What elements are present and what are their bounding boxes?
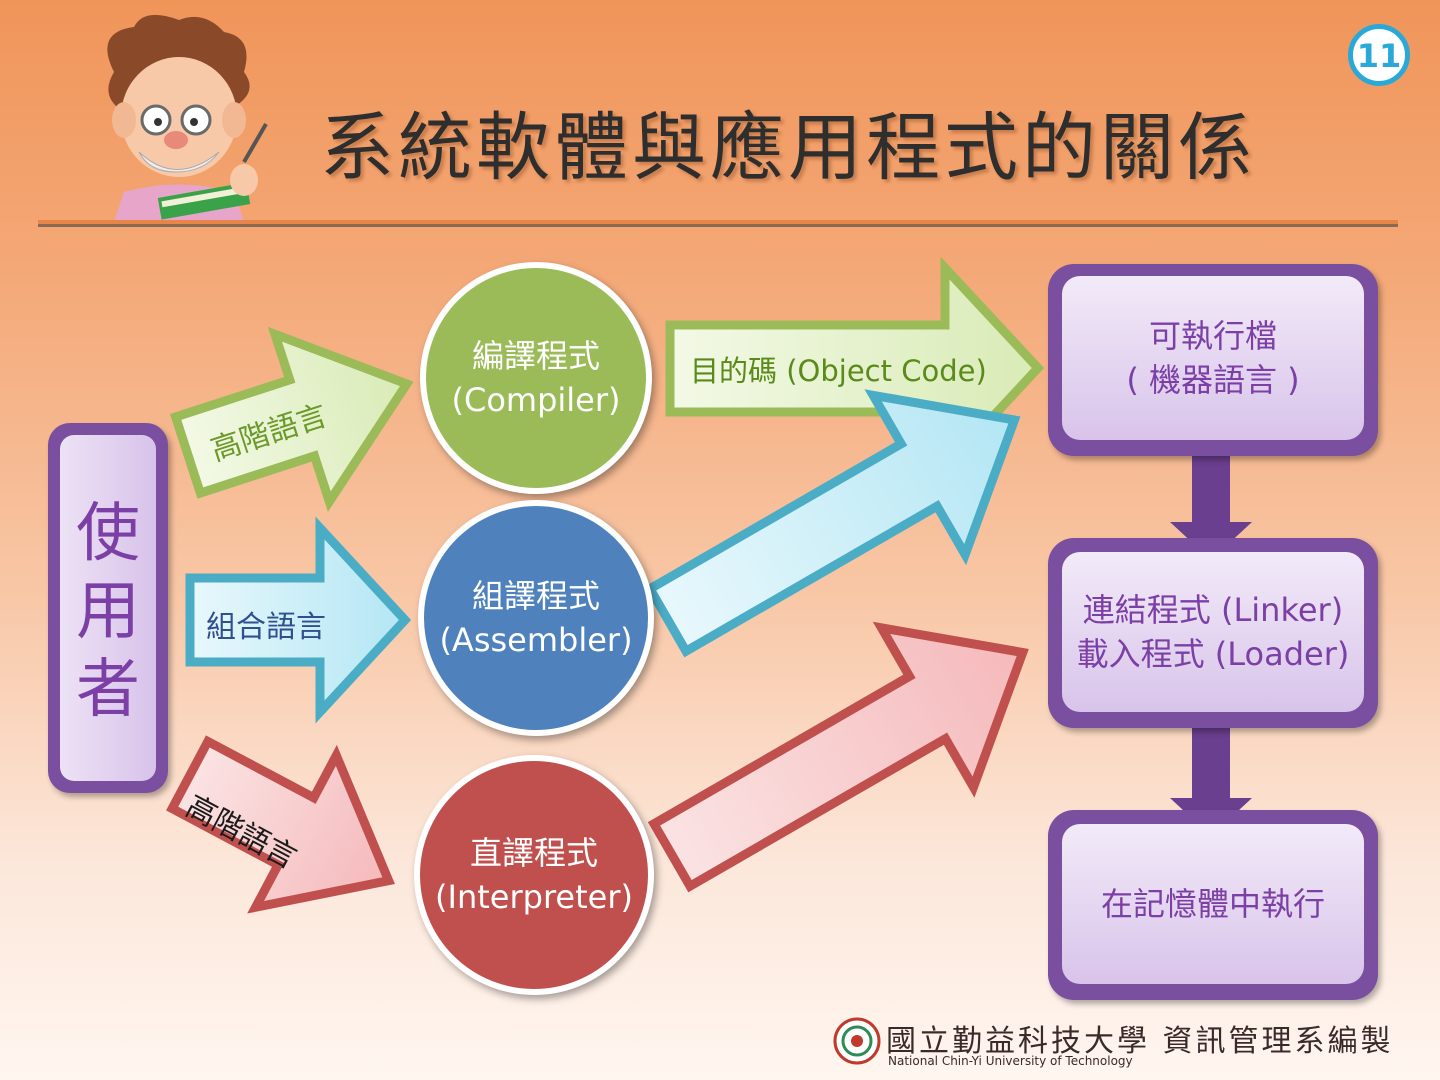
user-char-1: 使 bbox=[76, 497, 140, 571]
footer-university-name: 國立勤益科技大學 資訊管理系編製 bbox=[886, 1024, 1394, 1059]
user-label: 使 用 者 bbox=[60, 495, 156, 729]
university-emblem-icon bbox=[833, 1017, 881, 1065]
title-divider bbox=[38, 220, 1398, 227]
linker-label: 連結程式 (Linker) bbox=[1082, 591, 1344, 629]
arrow-assembly-to-assembler bbox=[185, 516, 412, 724]
compiler-label-en: (Compiler) bbox=[451, 381, 621, 419]
user-char-2: 用 bbox=[76, 575, 140, 649]
linker-loader-box-content: 連結程式 (Linker) 載入程式 (Loader) bbox=[1062, 552, 1364, 712]
assembler-label-en: (Assembler) bbox=[439, 621, 633, 659]
arrow-executable-to-linker bbox=[1170, 420, 1252, 560]
arrow-high-level-to-compiler bbox=[169, 326, 414, 512]
assembler-label-zh: 組譯程式 bbox=[471, 577, 600, 615]
interpreter-label-zh: 直譯程式 bbox=[469, 834, 598, 872]
machine-language-label: ( 機器語言 ) bbox=[1126, 361, 1300, 399]
run-in-memory-box-content: 在記憶體中執行 bbox=[1062, 824, 1364, 984]
executable-label: 可執行檔 bbox=[1148, 317, 1277, 355]
arrow-linker-to-run bbox=[1170, 698, 1252, 836]
object-code-label: 目的碼 (Object Code) bbox=[690, 354, 987, 388]
footer-university-english: National Chin-Yi University of Technolog… bbox=[888, 1054, 1133, 1068]
page-number-badge: 11 bbox=[1348, 24, 1410, 86]
arrow-high-level-to-interpreter bbox=[166, 735, 395, 914]
interpreter-circle: 直譯程式 (Interpreter) bbox=[414, 755, 654, 995]
compiler-label-zh: 編譯程式 bbox=[471, 337, 600, 375]
user-char-3: 者 bbox=[76, 653, 140, 727]
assembly-language-label: 組合語言 bbox=[206, 610, 326, 645]
compiler-circle: 編譯程式 (Compiler) bbox=[420, 262, 652, 494]
assembler-circle: 組譯程式 (Assembler) bbox=[418, 500, 654, 736]
interpreter-label-en: (Interpreter) bbox=[435, 878, 633, 916]
arrow-interpreter-to-linker bbox=[647, 621, 1029, 893]
loader-label: 載入程式 (Loader) bbox=[1076, 635, 1350, 673]
run-in-memory-label: 在記憶體中執行 bbox=[1100, 885, 1325, 923]
user-box-inner bbox=[60, 435, 156, 781]
slide-title: 系統軟體與應用程式的關係 bbox=[320, 105, 1256, 191]
executable-box-content: 可執行檔 ( 機器語言 ) bbox=[1062, 276, 1364, 440]
arrow-assembler-to-executable bbox=[643, 389, 1021, 658]
professor-mascot-illustration bbox=[107, 14, 268, 222]
